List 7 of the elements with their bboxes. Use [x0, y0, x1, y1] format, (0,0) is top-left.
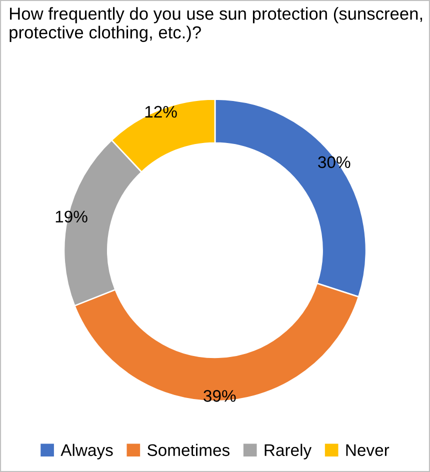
data-label: 19% — [56, 210, 88, 223]
legend-label: Never — [346, 444, 390, 456]
legend-label: Sometimes — [148, 444, 230, 456]
legend-label: Always — [60, 444, 113, 460]
data-label: 39% — [204, 390, 236, 402]
legend-label: Rarely — [264, 444, 312, 460]
chart-title: How frequently do you use sun protection (sunscreen, protective clothing, etc.)? — [10, 7, 422, 42]
